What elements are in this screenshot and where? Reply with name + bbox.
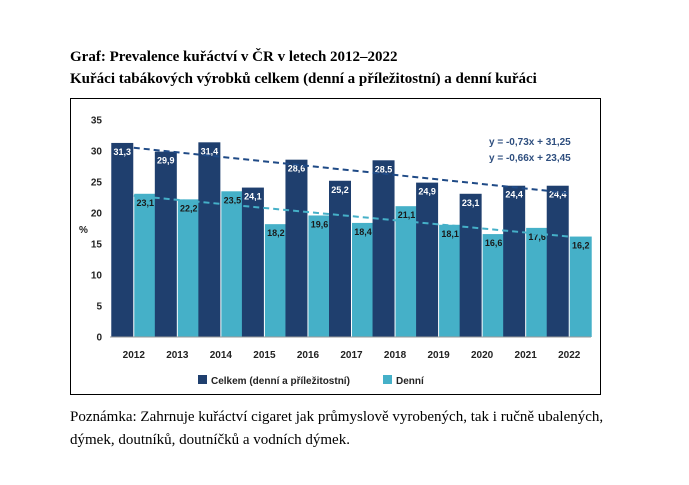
bar-celkem [329, 180, 351, 337]
trendline-celkem [133, 146, 570, 195]
bar-celkem-label: 28,5 [375, 164, 393, 174]
x-tick-label: 2014 [210, 350, 233, 361]
bar-denni [395, 206, 418, 337]
y-tick-label: 5 [96, 302, 102, 313]
y-tick-label: 15 [91, 240, 103, 251]
chart-frame: 0 5 10 15 20 25 30 35% 31,3 23,1 2012 29,9 22,2 2013 3… [70, 98, 601, 395]
x-tick-label: 2018 [384, 350, 407, 361]
bar-celkem-label: 25,2 [331, 185, 349, 195]
bar-celkem [546, 185, 569, 337]
bar-celkem-label: 24,9 [418, 187, 436, 197]
bar-denni-label: 18,1 [441, 229, 459, 239]
y-tick-label: 35 [91, 116, 103, 127]
bar-denni-label: 18,2 [267, 228, 285, 238]
bar-celkem-label: 29,9 [157, 156, 175, 166]
bar-denni [221, 191, 244, 337]
footnote-line-2: dýmek, doutníků, doutníčků a vodních dým… [70, 432, 350, 448]
y-tick-label: 30 [91, 147, 103, 158]
chart-title: Graf: Prevalence kuřáctví v ČR v letech … [70, 49, 398, 65]
bar-denni-label: 16,6 [485, 238, 503, 248]
bar-denni-label: 19,6 [311, 219, 329, 229]
y-tick-label: 0 [96, 333, 102, 344]
bar-denni [308, 215, 331, 337]
x-tick-label: 2022 [558, 350, 581, 361]
x-tick-label: 2017 [340, 350, 363, 361]
bar-celkem [285, 159, 308, 337]
y-axis-label: % [79, 225, 88, 236]
bar-denni-label: 23,1 [137, 198, 155, 208]
bar-denni [439, 224, 462, 337]
bar-celkem [503, 185, 526, 337]
bar-denni-label: 22,2 [180, 203, 198, 213]
bar-celkem-label: 24,1 [244, 192, 262, 202]
bar-denni-label: 21,1 [398, 210, 416, 220]
x-tick-label: 2015 [253, 350, 276, 361]
footnote-line-1: Poznámka: Zahrnuje kuřáctví cigaret jak … [70, 409, 604, 425]
bar-denni-label: 16,2 [572, 241, 590, 251]
bar-denni [526, 227, 549, 337]
bar-celkem [241, 187, 264, 337]
x-tick-label: 2016 [297, 350, 320, 361]
y-tick-label: 10 [91, 271, 103, 282]
bar-denni [177, 199, 200, 337]
x-tick-label: 2020 [471, 350, 494, 361]
bar-celkem [459, 193, 482, 337]
chart-svg: 0 5 10 15 20 25 30 35% 31,3 23,1 2012 29,9 22,2 2013 3… [79, 116, 592, 387]
bar-denni-label: 23,5 [224, 195, 242, 205]
bar-denni [264, 224, 287, 337]
bar-celkem [154, 151, 177, 337]
bar-celkem-label: 24,4 [505, 190, 523, 200]
y-tick-label: 20 [91, 209, 103, 220]
chart-subtitle: Kuřáci tabákových výrobků celkem (denní … [70, 71, 537, 87]
x-tick-label: 2013 [166, 350, 189, 361]
y-tick-label: 25 [91, 178, 103, 189]
bar-celkem [416, 182, 439, 337]
bar-celkem [111, 142, 134, 337]
bar-denni-label: 17,6 [528, 232, 546, 242]
x-tick-label: 2021 [515, 350, 538, 361]
trendline-denni [133, 194, 570, 238]
legend-swatch-celkem [198, 375, 207, 384]
x-tick-label: 2019 [427, 350, 450, 361]
bar-celkem-label: 31,3 [114, 147, 132, 157]
legend-swatch-denni [383, 375, 392, 384]
footnote: Poznámka: Zahrnuje kuřáctví cigaret jak … [70, 406, 670, 452]
bar-celkem-label: 28,6 [288, 164, 306, 174]
bar-celkem-label: 24,4 [549, 190, 567, 200]
bar-celkem [372, 160, 395, 337]
trend-equation-denni: y = -0,66x + 23,45 [489, 153, 571, 164]
bar-denni-label: 18,4 [354, 227, 372, 237]
bar-celkem-label: 23,1 [462, 198, 480, 208]
legend-label-celkem: Celkem (denní a příležitostní) [211, 376, 350, 387]
bar-celkem-label: 31,4 [201, 146, 219, 156]
bar-denni [482, 234, 505, 337]
bar-denni [569, 236, 592, 337]
trend-equation-celkem: y = -0,73x + 31,25 [489, 137, 571, 148]
bar-denni [352, 222, 374, 337]
x-tick-label: 2012 [123, 350, 146, 361]
legend-label-denni: Denní [396, 376, 425, 387]
bar-celkem [198, 142, 221, 337]
bar-denni [134, 193, 157, 337]
